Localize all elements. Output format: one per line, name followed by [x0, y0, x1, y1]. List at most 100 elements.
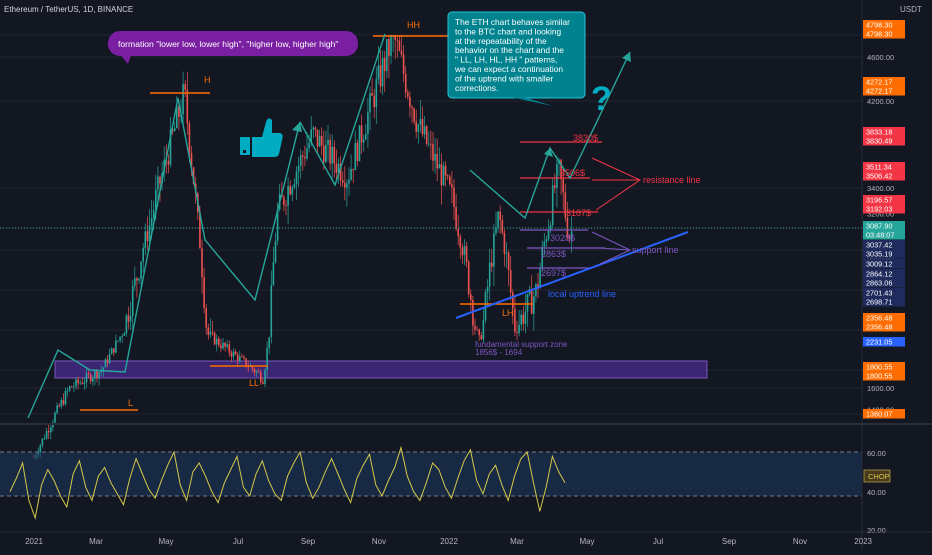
price-badge-text: 4798.30: [866, 30, 892, 39]
candle-body: [350, 168, 352, 180]
candle-body: [564, 192, 567, 218]
price-badge-text: 2701.43: [866, 289, 892, 298]
candle-body: [400, 50, 403, 55]
candle-body: [47, 431, 50, 433]
candle-body: [201, 248, 203, 278]
price-tick-label: 3200.00: [867, 210, 894, 219]
candle-body: [41, 438, 44, 446]
candle-body: [451, 184, 453, 188]
candle-body: [60, 400, 63, 407]
price-tick-label: 4200.00: [867, 97, 894, 106]
time-tick-label: Jul: [653, 537, 663, 546]
candle-body: [522, 314, 525, 324]
price-badge-text: 1800.55: [866, 363, 892, 372]
label-3830: 3830$: [573, 133, 598, 143]
candle-body: [428, 143, 430, 145]
candle-body: [205, 307, 207, 328]
candle-body: [257, 371, 260, 373]
candle-body: [480, 335, 483, 340]
candle-body: [425, 126, 428, 144]
candle-body: [121, 335, 123, 337]
candle-body: [512, 292, 514, 309]
price-badge-text: 3009.12: [866, 260, 892, 269]
price-badge: [863, 162, 905, 172]
candle-body: [484, 291, 487, 320]
candle-body: [66, 390, 69, 392]
candle-body: [110, 348, 113, 355]
price-badge: [863, 240, 905, 250]
candle-body: [535, 284, 537, 297]
candle-body: [199, 212, 201, 249]
candle-body: [87, 373, 90, 375]
candle-body: [274, 240, 277, 263]
candle-body: [417, 124, 420, 132]
price-badge-text: 4272.17: [866, 87, 892, 96]
candle-body: [501, 219, 504, 233]
price-badge-text: 2863.06: [866, 279, 892, 288]
candle-body: [136, 278, 138, 281]
price-badge: [863, 136, 905, 146]
candle-body: [188, 123, 191, 154]
candle-body: [344, 182, 346, 188]
candle-body: [371, 92, 373, 96]
price-badge: [863, 313, 905, 323]
candle-body: [260, 372, 262, 382]
price-badge: [863, 127, 905, 137]
candle-body: [182, 84, 184, 115]
label-zone-range: 1856$ - 1694: [475, 348, 523, 357]
price-badge-text: 3830.49: [866, 137, 892, 146]
candle-body: [142, 247, 144, 262]
price-tick-label: 1600.00: [867, 384, 894, 393]
candle-body: [358, 125, 361, 162]
candle-body: [560, 159, 562, 180]
annotation-text: H HH L LL LH 3830$ 3506$ 3187$ 3028$ 286…: [128, 20, 701, 408]
candle-body: [56, 405, 58, 413]
candle-body: [375, 79, 378, 108]
candle-body: [325, 144, 327, 163]
candle-body: [423, 126, 426, 135]
time-tick-label: Mar: [89, 537, 103, 546]
candle-body: [440, 164, 443, 186]
candle-body: [476, 329, 478, 331]
trend-zigzag-2021a: [27, 97, 301, 419]
candle-body: [241, 356, 243, 358]
time-tick-label: Nov: [372, 537, 386, 546]
candle-body: [92, 378, 94, 382]
candle-body: [71, 386, 73, 388]
candle-body: [467, 261, 470, 295]
label-2863: 2863$: [541, 249, 566, 259]
trend-arrowhead-1: [292, 122, 302, 132]
candle-body: [394, 35, 396, 40]
candle-body: [331, 146, 333, 164]
candle-body: [308, 142, 310, 149]
candle-body: [356, 142, 359, 162]
candle-body: [442, 165, 445, 186]
oscillator-pane: CHOP: [0, 445, 891, 520]
candle-body: [310, 129, 312, 143]
oscillator-tick-label: 60.00: [867, 449, 886, 458]
price-tick-label: 3400.00: [867, 184, 894, 193]
candle-body: [543, 241, 546, 247]
candle-body: [556, 163, 558, 188]
callout-right: The ETH chart behaves similar to the BTC …: [447, 11, 586, 106]
candle-body: [339, 163, 342, 181]
candle-body: [304, 156, 306, 159]
candle-body: [396, 39, 399, 41]
candle-body: [329, 139, 331, 164]
candle-body: [98, 372, 100, 379]
candle-body: [507, 252, 510, 271]
callout-left: formation "lower low, lower high", "high…: [108, 31, 358, 64]
candle-body: [148, 225, 151, 242]
price-badge: [863, 371, 905, 381]
candle-body: [379, 65, 382, 87]
time-axis: 2021 Mar May Jul Sep Nov 2022 Mar May Jul Sep Nov 20…: [0, 531, 932, 546]
candle-body: [144, 231, 147, 248]
candle-body: [159, 176, 161, 184]
candle-body: [54, 412, 56, 423]
callout-right-line: to the BTC chart and looking: [455, 26, 561, 36]
candle-body: [131, 285, 134, 317]
price-badge-text: 3511.34: [866, 163, 892, 172]
time-tick-label: Jul: [233, 537, 243, 546]
candle-body: [239, 356, 241, 361]
